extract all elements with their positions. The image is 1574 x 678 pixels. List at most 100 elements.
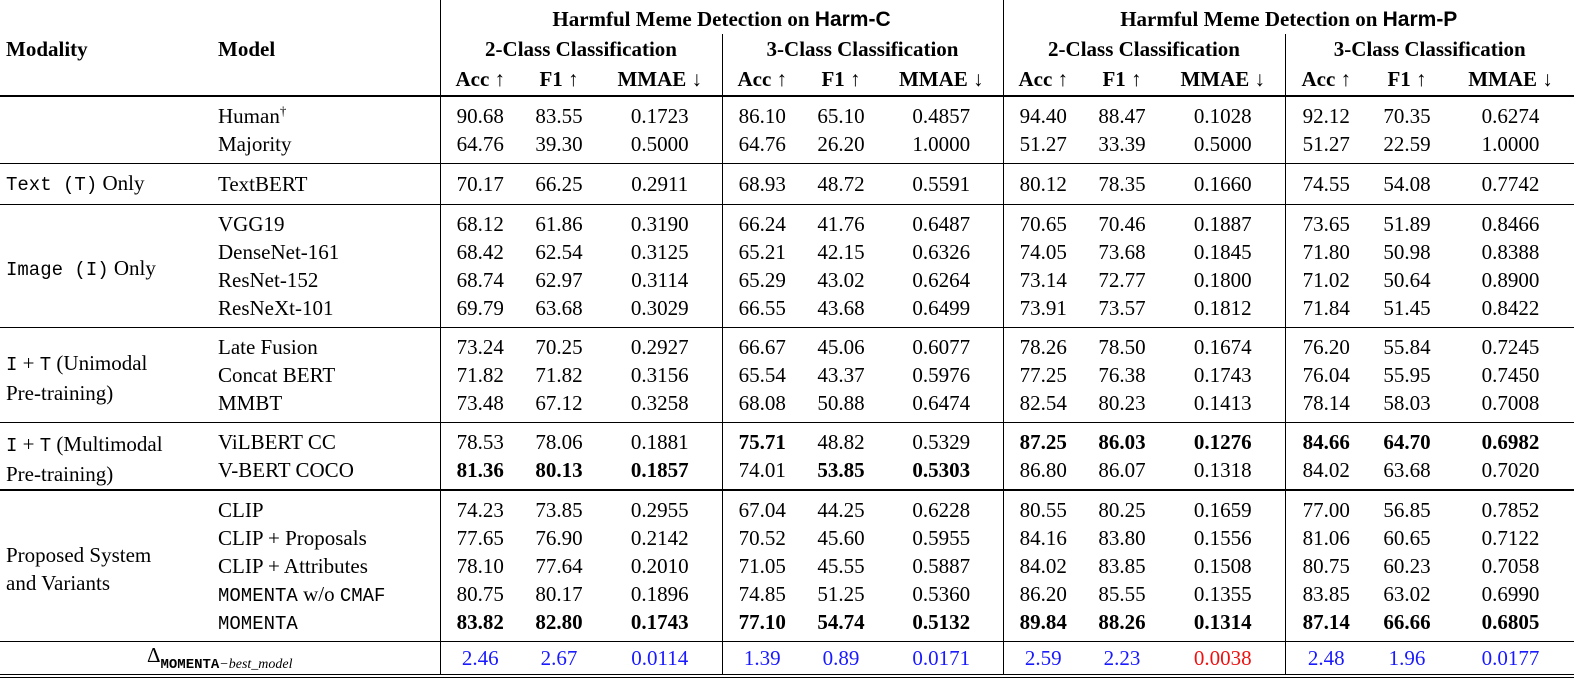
value-cell: 90.68	[456, 103, 504, 128]
modality-line: Text (T) Only	[6, 169, 206, 199]
value-cell: 43.37	[817, 362, 865, 387]
modality-line: I + T (Multimodal	[6, 430, 206, 460]
value-cell: 50.98	[1383, 239, 1431, 264]
value-cell: 76.04	[1302, 362, 1350, 387]
value-cell: 71.80	[1302, 239, 1350, 264]
metric-header: Acc ↑	[1285, 64, 1367, 97]
value-cell: 0.7122	[1481, 525, 1540, 550]
delta-label: ΔMOMENTA−best_model	[0, 641, 441, 678]
value-cell: 0.6228	[880, 490, 1004, 524]
value-cell: 80.17	[535, 581, 583, 606]
modality-line: and Variants	[6, 569, 206, 597]
value-cell: 73.68	[1098, 239, 1146, 264]
delta-value: 0.0177	[1447, 641, 1574, 678]
value-cell: 88.47	[1098, 103, 1146, 128]
value-cell: 86.20	[1019, 581, 1067, 606]
value-cell: 56.85	[1383, 497, 1431, 522]
value-cell: 74.05	[1019, 239, 1067, 264]
text: Late Fusion	[218, 334, 318, 359]
value-cell: 0.1659	[1161, 490, 1286, 524]
text: +	[17, 350, 40, 375]
value-cell: 66.55	[722, 294, 802, 328]
value-cell: 73.91	[1003, 294, 1083, 328]
value-cell: 71.82	[535, 362, 583, 387]
value-cell: 0.1556	[1161, 524, 1286, 552]
text: V-BERT COCO	[218, 457, 354, 482]
metric-header: Acc ↑	[1003, 64, 1083, 97]
text: (Multimodal	[51, 431, 163, 456]
text: CLIP + Attributes	[218, 553, 368, 578]
task-header: 2-Class Classification	[440, 34, 723, 64]
value-cell: 86.03	[1098, 429, 1146, 454]
text: +	[17, 431, 40, 456]
value-cell: 1.0000	[880, 130, 1004, 164]
value-cell: 55.95	[1383, 362, 1431, 387]
value-cell: 65.54	[738, 362, 786, 387]
value-cell: 64.76	[440, 130, 520, 164]
model-cell: ViLBERT CC	[212, 422, 441, 456]
table-row: ResNeXt-101 69.79 63.68 0.3029 66.55 43.68 0.6…	[0, 294, 1574, 328]
value-cell: 65.29	[738, 267, 786, 292]
text: ViLBERT CC	[218, 429, 336, 454]
value-cell: 67.04	[738, 497, 786, 522]
value-cell: 51.25	[817, 581, 865, 606]
value-cell: 45.60	[817, 525, 865, 550]
model-cell: ResNet-152	[212, 266, 441, 294]
delta-sub-mono: MOMENTA	[160, 656, 220, 673]
model-cell: Majority	[212, 130, 441, 164]
delta-value: 0.89	[802, 641, 880, 678]
value-cell: 58.03	[1367, 389, 1447, 423]
value-cell: 78.14	[1285, 389, 1367, 423]
value-cell: 0.6982	[1481, 429, 1540, 454]
value-cell: 33.39	[1083, 130, 1161, 164]
value-cell: 0.5887	[880, 552, 1004, 580]
text: Human	[218, 104, 280, 128]
value-cell: 0.1845	[1161, 238, 1286, 266]
value-cell: 65.10	[817, 103, 865, 128]
delta-symbol: Δ	[146, 643, 161, 668]
delta-value: 0.0114	[598, 641, 723, 678]
value-cell: 74.23	[456, 497, 504, 522]
value-cell: 53.85	[802, 456, 880, 491]
value-cell: 0.1887	[1161, 204, 1286, 238]
metric-header: Acc ↑	[440, 64, 520, 97]
value-cell: 54.74	[802, 608, 880, 642]
value-cell: 0.2911	[598, 163, 723, 205]
value-cell: 63.68	[1367, 456, 1447, 491]
value-cell: 82.54	[1003, 389, 1083, 423]
value-cell: 74.01	[722, 456, 802, 491]
table-row: DenseNet-161 68.42 62.54 0.3125 65.21 42.15 0.…	[0, 238, 1574, 266]
value-cell: 51.89	[1383, 211, 1431, 236]
value-cell: 39.30	[520, 130, 598, 164]
modality-cell: Proposed System and Variants	[0, 490, 212, 642]
table-row: V-BERT COCO 81.36 80.13 0.1857 74.01 53.85 0.5…	[0, 456, 1574, 491]
dataset-prefix: Harmful Meme Detection on	[552, 6, 815, 31]
value-cell: 62.54	[535, 239, 583, 264]
text: ResNeXt-101	[218, 295, 334, 320]
value-cell: 78.35	[1083, 163, 1161, 205]
table-row: Proposed System and Variants CLIP 74.23 73.8…	[0, 490, 1574, 642]
value-cell: 0.3190	[598, 204, 723, 238]
value-cell: 50.88	[802, 389, 880, 423]
value-cell: 45.55	[817, 553, 865, 578]
modality-line: Proposed System	[6, 541, 206, 569]
table-row: Majority 64.76 39.30 0.5000 64.76 26.20 1.0000…	[0, 130, 1574, 164]
value-cell: 0.4857	[880, 96, 1004, 130]
text: Majority	[218, 131, 292, 156]
modality-cell	[0, 96, 212, 164]
dataset-name: Harm-C	[814, 7, 891, 31]
delta-value: 2.46	[440, 641, 520, 678]
modality-header: Modality	[0, 0, 212, 97]
text: †	[279, 103, 287, 118]
delta-value: 1.96	[1367, 641, 1447, 678]
table-row: I + T (Multimodal Pre-training) ViLBERT CC…	[0, 422, 1574, 491]
text: Only	[97, 171, 145, 195]
task-header: 2-Class Classification	[1003, 34, 1286, 64]
value-cell: 0.5360	[880, 580, 1004, 608]
value-cell: 70.52	[738, 525, 786, 550]
value-cell: 1.0000	[1447, 130, 1574, 164]
value-cell: 68.12	[456, 211, 504, 236]
value-cell: 60.23	[1383, 553, 1431, 578]
table-row: Text (T) Only TextBERT 70.17 66.25 0.2911 68.…	[0, 163, 1574, 205]
